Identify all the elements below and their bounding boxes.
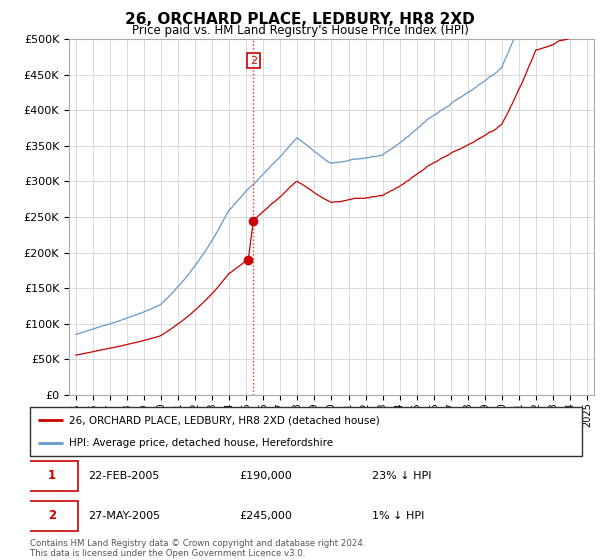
Text: 1: 1 — [48, 469, 56, 482]
Text: 22-FEB-2005: 22-FEB-2005 — [88, 471, 160, 481]
Text: 27-MAY-2005: 27-MAY-2005 — [88, 511, 160, 521]
FancyBboxPatch shape — [26, 461, 78, 491]
Text: 23% ↓ HPI: 23% ↓ HPI — [372, 471, 432, 481]
Text: £245,000: £245,000 — [240, 511, 293, 521]
Text: 2: 2 — [48, 510, 56, 522]
Text: 26, ORCHARD PLACE, LEDBURY, HR8 2XD (detached house): 26, ORCHARD PLACE, LEDBURY, HR8 2XD (det… — [68, 416, 379, 426]
FancyBboxPatch shape — [26, 501, 78, 531]
FancyBboxPatch shape — [30, 407, 582, 456]
Text: 1% ↓ HPI: 1% ↓ HPI — [372, 511, 425, 521]
Text: 2: 2 — [250, 55, 257, 66]
Text: £190,000: £190,000 — [240, 471, 293, 481]
Text: Price paid vs. HM Land Registry's House Price Index (HPI): Price paid vs. HM Land Registry's House … — [131, 24, 469, 36]
Text: HPI: Average price, detached house, Herefordshire: HPI: Average price, detached house, Here… — [68, 438, 333, 448]
Text: Contains HM Land Registry data © Crown copyright and database right 2024.
This d: Contains HM Land Registry data © Crown c… — [30, 539, 365, 558]
Text: 26, ORCHARD PLACE, LEDBURY, HR8 2XD: 26, ORCHARD PLACE, LEDBURY, HR8 2XD — [125, 12, 475, 27]
